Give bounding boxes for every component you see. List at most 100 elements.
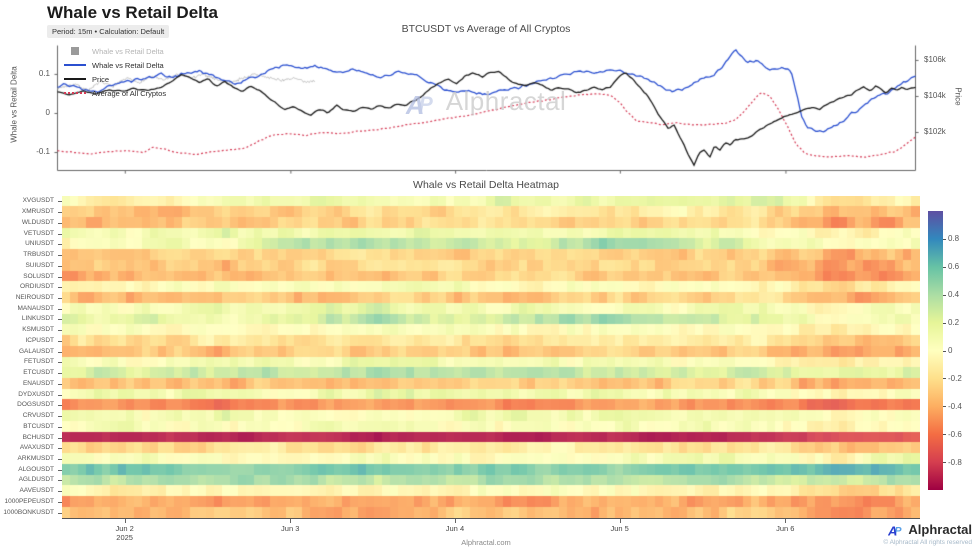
price-tick-label: $102k [924,126,946,136]
legend-item-price[interactable]: Price [64,72,166,86]
row-tick [58,480,62,482]
heatmap-row-label-ordiusdt: ORDIUSDT [20,283,54,291]
y-tick-label: 0.1 [38,68,50,78]
colorbar-tick-label: -0.4 [948,401,962,411]
colorbar-tick-label: 0.8 [948,234,960,244]
colorbar-tick-label: 0.6 [948,262,960,272]
x-tick [785,519,787,523]
colorbar-tick-label: -0.6 [948,429,962,439]
heatmap-row-label-bchusdt: BCHUSDT [22,433,54,441]
colorbar-tick [943,238,946,240]
price-tick-label: $106k [924,54,946,64]
legend-item-whale-vs-retail-delta[interactable]: Whale vs Retail Delta [64,58,166,72]
colorbar-tick [943,434,946,436]
row-tick [58,437,62,439]
heatmap-x-axis-line [62,518,920,519]
colorbar-tick [943,406,946,408]
legend-item-whale-vs-retail-delta[interactable]: Whale vs Retail Delta [64,44,166,58]
heatmap-row-label-agldusdt: AGLDUSDT [18,476,54,484]
heatmap-canvas [62,196,920,518]
heatmap-row-label-dydxusdt: DYDXUSDT [18,390,54,398]
copyright-text: © Alphractal All rights reserved [883,539,972,546]
heatmap-row-label-algousdt: ALGOUSDT [18,465,54,473]
heatmap-row-label-1000pepeusdt: 1000PEPEUSDT [4,497,55,505]
row-tick [58,340,62,342]
colorbar-tick [943,294,946,296]
colorbar-tick [943,378,946,380]
row-tick [58,308,62,310]
row-tick [58,362,62,364]
heatmap-row-label-uniusdt: UNIUSDT [25,240,54,248]
line-chart-legend: Whale vs Retail Delta Whale vs Retail Del… [64,44,166,100]
row-tick [58,469,62,471]
row-tick [58,448,62,450]
row-tick [58,373,62,375]
right-axis-label: Price [953,87,963,106]
row-tick [58,265,62,267]
heatmap-row-label-crvusdt: CRVUSDT [22,412,54,420]
x-tick [290,519,292,523]
legend-label: Whale vs Retail Delta [92,46,164,56]
row-tick [58,244,62,246]
heatmap-row-label-neirousdt: NEIROUSDT [15,293,54,301]
row-tick [58,512,62,514]
row-tick [58,297,62,299]
heatmap-row-label-arkmusdt: ARKMUSDT [17,454,54,462]
heatmap-row-label-vetusdt: VETUSDT [23,229,54,237]
row-tick [58,383,62,385]
x-tick-label: Jun 3 [281,524,300,533]
brand-name: Alphractal [908,522,972,537]
colorbar-tick [943,322,946,324]
row-tick [58,212,62,214]
x-tick-label: Jun 5 [610,524,629,533]
row-tick [58,201,62,203]
heatmap-row-label-xvgusdt: XVGUSDT [22,197,54,205]
x-tick-label: Jun 4 [445,524,465,533]
svg-text:P: P [895,525,903,537]
colorbar-tick-label: -0.8 [948,457,962,467]
footer-site-link[interactable]: Alphractal.com [461,538,511,547]
y-tick-label: -0.1 [36,147,50,157]
row-tick [58,458,62,460]
heatmap-row-label-enausdt: ENAUSDT [22,379,54,387]
dotted-swatch-icon [64,92,86,94]
heatmap-title: Whale vs Retail Delta Heatmap [413,179,559,191]
heatmap-row-label-dogsusdt: DOGSUSDT [17,401,54,409]
square-swatch-icon [64,47,86,55]
legend-item-average-of-all-cryptos[interactable]: Average of All Cryptos [64,86,166,100]
brand-logo: P A Alphractal [888,522,972,537]
row-tick [58,501,62,503]
colorbar-tick [943,266,946,268]
line-chart-canvas [53,41,919,174]
row-tick [58,426,62,428]
svg-text:A: A [888,524,897,538]
row-tick [58,394,62,396]
heatmap-row-label-galausdt: GALAUSDT [18,347,54,355]
row-tick [58,330,62,332]
row-tick [58,319,62,321]
heatmap-row-label-ksmusdt: KSMUSDT [22,326,54,334]
heatmap-row-label-solusdt: SOLUSDT [23,272,54,280]
row-tick [58,405,62,407]
heatmap-row-label-icpusdt: ICPUSDT [25,336,54,344]
row-tick [58,491,62,493]
colorbar-tick [943,350,946,352]
row-tick [58,351,62,353]
heatmap-row-label-avaxusdt: AVAXUSDT [19,444,54,452]
x-tick-sublabel: 2025 [116,533,133,542]
row-tick [58,222,62,224]
heatmap-row-label-etcusdt: ETCUSDT [23,369,54,377]
period-calculation-badge: Period: 15m • Calculation: Default [47,25,170,38]
heatmap-row-label-fetusdt: FETUSDT [24,358,54,366]
row-tick [58,416,62,418]
heatmap-row-label-trbusdt: TRBUSDT [23,251,54,259]
x-tick [454,519,456,523]
heatmap-row-label-btcusdt: BTCUSDT [23,422,54,430]
row-tick [58,233,62,235]
heatmap-row-label-wldusdt: WLDUSDT [21,218,54,226]
heatmap-row-label-linkusdt: LINKUSDT [21,315,54,323]
colorbar [928,211,943,490]
y-tick-label: 0 [45,107,50,117]
x-tick-label: Jun 2 [115,524,134,533]
legend-label: Price [92,74,110,84]
